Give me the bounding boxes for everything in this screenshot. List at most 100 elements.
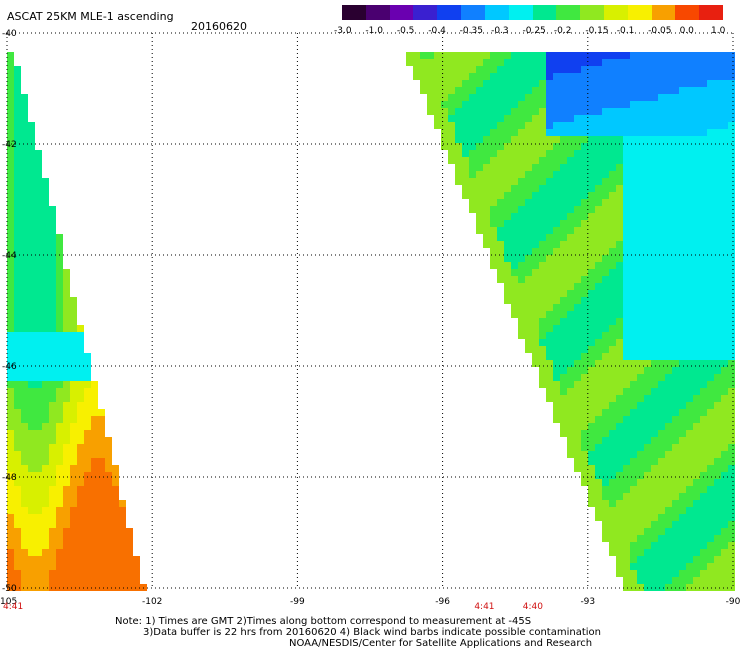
- swath-cell: [609, 332, 616, 339]
- swath-cell: [630, 115, 637, 122]
- swath-cell: [63, 276, 70, 283]
- swath-cell: [609, 318, 616, 325]
- swath-cell: [686, 437, 693, 444]
- swath-cell: [728, 549, 735, 556]
- swath-cell: [539, 136, 546, 143]
- swath-cell: [14, 164, 21, 171]
- swath-cell: [77, 367, 84, 374]
- swath-cell: [462, 52, 469, 59]
- swath-cell: [91, 577, 98, 584]
- swath-cell: [21, 584, 28, 591]
- swath-cell: [546, 206, 553, 213]
- swath-cell: [658, 157, 665, 164]
- swath-cell: [14, 269, 21, 276]
- swath-cell: [84, 416, 91, 423]
- swath-cell: [700, 304, 707, 311]
- swath-cell: [693, 115, 700, 122]
- swath-cell: [728, 94, 735, 101]
- swath-cell: [707, 297, 714, 304]
- swath-cell: [14, 220, 21, 227]
- swath-cell: [77, 521, 84, 528]
- swath-cell: [665, 241, 672, 248]
- swath-cell: [623, 423, 630, 430]
- swath-cell: [525, 262, 532, 269]
- swath-cell: [98, 507, 105, 514]
- swath-cell: [658, 115, 665, 122]
- swath-cell: [497, 157, 504, 164]
- swath-cell: [532, 297, 539, 304]
- swath-cell: [686, 360, 693, 367]
- swath-cell: [714, 346, 721, 353]
- swath-cell: [532, 73, 539, 80]
- swath-cell: [714, 157, 721, 164]
- swath-cell: [679, 395, 686, 402]
- swath-cell: [497, 234, 504, 241]
- swath-cell: [623, 493, 630, 500]
- swath-cell: [728, 430, 735, 437]
- swath-cell: [28, 353, 35, 360]
- swath-cell: [644, 150, 651, 157]
- swath-cell: [21, 556, 28, 563]
- swath-cell: [651, 234, 658, 241]
- swath-cell: [602, 143, 609, 150]
- swath-cell: [77, 416, 84, 423]
- swath-cell: [728, 178, 735, 185]
- swath-cell: [609, 206, 616, 213]
- swath-cell: [616, 290, 623, 297]
- swath-cell: [553, 367, 560, 374]
- swath-cell: [42, 206, 49, 213]
- swath-cell: [21, 136, 28, 143]
- swath-cell: [476, 66, 483, 73]
- color-scale-label: 0.0: [679, 26, 694, 36]
- swath-cell: [581, 73, 588, 80]
- swath-cell: [84, 577, 91, 584]
- swath-cell: [672, 94, 679, 101]
- swath-cell: [49, 472, 56, 479]
- swath-cell: [567, 220, 574, 227]
- swath-cell: [581, 192, 588, 199]
- swath-cell: [56, 241, 63, 248]
- swath-cell: [721, 332, 728, 339]
- swath-cell: [595, 283, 602, 290]
- swath-cell: [700, 108, 707, 115]
- swath-cell: [588, 143, 595, 150]
- swath-cell: [70, 521, 77, 528]
- swath-cell: [714, 220, 721, 227]
- swath-cell: [7, 234, 14, 241]
- swath-cell: [504, 213, 511, 220]
- swath-cell: [567, 360, 574, 367]
- swath-cell: [546, 353, 553, 360]
- swath-cell: [623, 521, 630, 528]
- swath-cell: [476, 129, 483, 136]
- swath-cell: [693, 374, 700, 381]
- swath-cell: [91, 486, 98, 493]
- swath-cell: [707, 150, 714, 157]
- swath-cell: [623, 59, 630, 66]
- swath-cell: [35, 556, 42, 563]
- swath-cell: [595, 248, 602, 255]
- swath-cell: [693, 514, 700, 521]
- swath-cell: [693, 465, 700, 472]
- swath-cell: [714, 122, 721, 129]
- swath-cell: [504, 206, 511, 213]
- swath-cell: [497, 129, 504, 136]
- swath-cell: [693, 423, 700, 430]
- swath-cell: [679, 52, 686, 59]
- swath-cell: [714, 325, 721, 332]
- swath-cell: [616, 472, 623, 479]
- swath-cell: [434, 73, 441, 80]
- swath-cell: [609, 542, 616, 549]
- swath-cell: [77, 556, 84, 563]
- swath-cell: [49, 507, 56, 514]
- swath-cell: [651, 458, 658, 465]
- swath-cell: [707, 136, 714, 143]
- swath-cell: [721, 353, 728, 360]
- swath-cell: [721, 430, 728, 437]
- swath-cell: [105, 465, 112, 472]
- swath-cell: [518, 115, 525, 122]
- swath-cell: [35, 353, 42, 360]
- swath-cell: [546, 52, 553, 59]
- swath-cell: [518, 255, 525, 262]
- swath-cell: [609, 80, 616, 87]
- swath-cell: [567, 150, 574, 157]
